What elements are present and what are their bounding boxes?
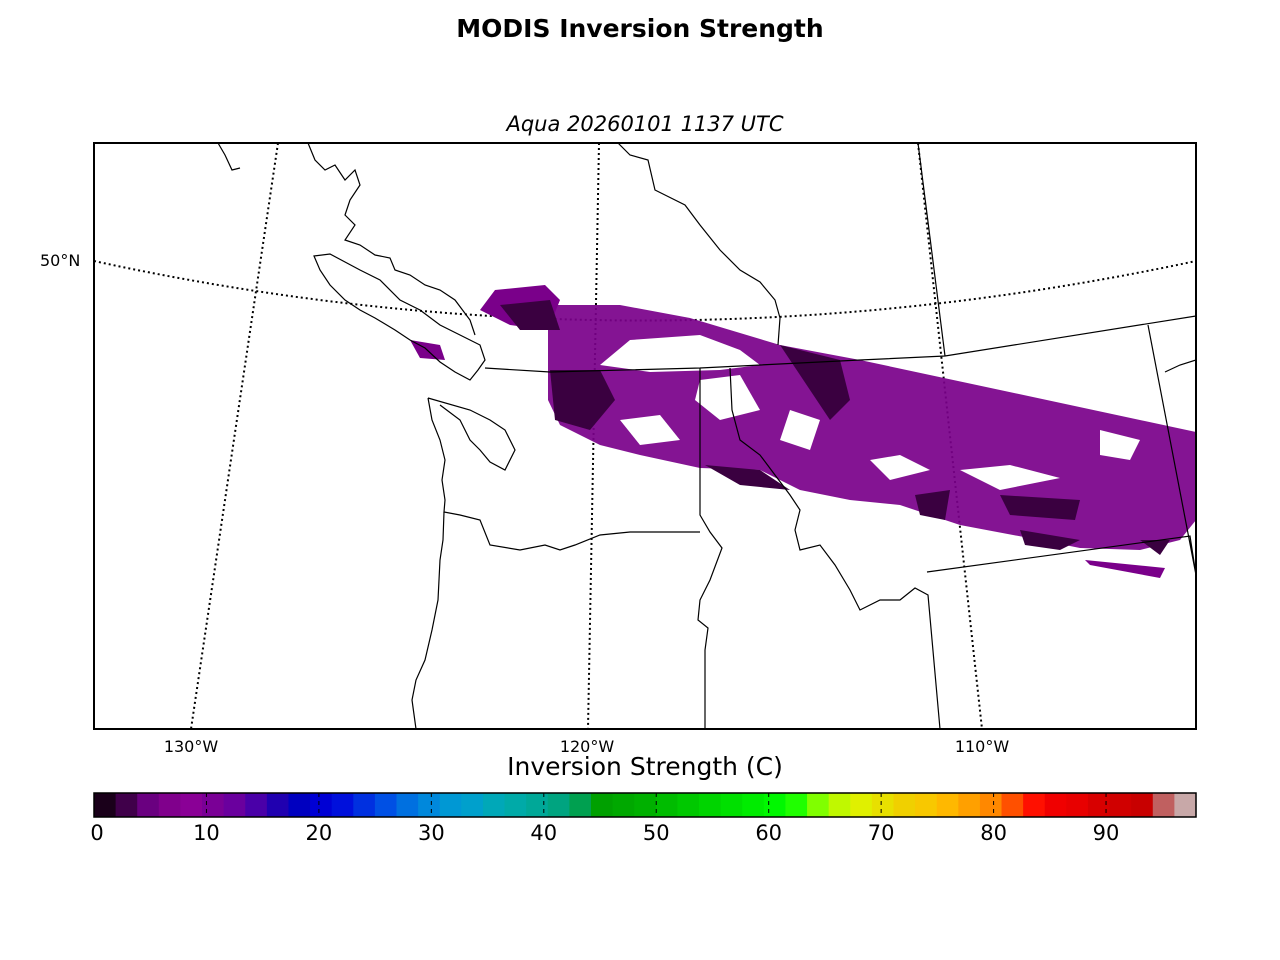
colorbar-tick-label: 10 bbox=[193, 821, 220, 845]
colorbar-swatch bbox=[461, 793, 484, 817]
inversion-data-dark-patches bbox=[500, 300, 1170, 555]
colorbar-swatch bbox=[353, 793, 376, 817]
colorbar-swatch bbox=[526, 793, 549, 817]
colorbar-swatch bbox=[569, 793, 592, 817]
lon-label-110w: 110°W bbox=[954, 737, 1010, 756]
map-title: MODIS Inversion Strength bbox=[456, 14, 824, 43]
colorbar-swatch bbox=[418, 793, 441, 817]
lon-label-120w: 120°W bbox=[559, 737, 615, 756]
swath-gaps bbox=[600, 335, 1140, 490]
colorbar-title: Inversion Strength (C) bbox=[507, 752, 783, 781]
colorbar-tick-label: 70 bbox=[867, 821, 895, 845]
colorbar-swatch bbox=[331, 793, 354, 817]
colorbar-swatch bbox=[871, 793, 895, 817]
colorbar-tick-label: 90 bbox=[1092, 821, 1120, 845]
colorbar-swatch bbox=[1152, 793, 1175, 817]
colorbar-swatch bbox=[374, 793, 398, 817]
colorbar-tick-label: 50 bbox=[642, 821, 670, 845]
colorbar-swatch bbox=[180, 793, 203, 817]
colorbar-swatch bbox=[958, 793, 981, 817]
colorbar-swatch bbox=[504, 793, 527, 817]
colorbar-swatch bbox=[310, 793, 333, 817]
colorbar-swatch bbox=[1066, 793, 1089, 817]
colorbar-swatch bbox=[94, 793, 117, 817]
colorbar-tick-label: 30 bbox=[417, 821, 445, 845]
colorbar-swatch bbox=[612, 793, 635, 817]
colorbar-swatch bbox=[763, 793, 787, 817]
colorbar-swatch bbox=[915, 793, 938, 817]
lon-label-130w: 130°W bbox=[163, 737, 219, 756]
colorbar-swatch bbox=[482, 793, 506, 817]
colorbar-swatch bbox=[1174, 793, 1197, 817]
colorbar-swatch bbox=[137, 793, 160, 817]
colorbar-swatch bbox=[288, 793, 311, 817]
colorbar-swatch bbox=[655, 793, 679, 817]
colorbar-ticks bbox=[93, 793, 1107, 817]
map-frame bbox=[93, 142, 1197, 730]
colorbar-swatch bbox=[396, 793, 419, 817]
colorbar-swatch bbox=[1131, 793, 1154, 817]
colorbar-swatch bbox=[699, 793, 722, 817]
colorbar-swatch bbox=[828, 793, 851, 817]
colorbar-swatch bbox=[1087, 793, 1111, 817]
colorbar-swatch bbox=[245, 793, 268, 817]
colorbar-tick-label: 60 bbox=[755, 821, 783, 845]
colorbar-swatch bbox=[850, 793, 873, 817]
colorbar-swatch bbox=[547, 793, 570, 817]
lat-label-50n: 50°N bbox=[40, 251, 81, 270]
meridian-130w bbox=[190, 143, 279, 729]
colorbar-swatch bbox=[936, 793, 959, 817]
map-subtitle: Aqua 20260101 1137 UTC bbox=[506, 112, 784, 136]
meridian-110w bbox=[917, 143, 983, 729]
colorbar-swatch bbox=[266, 793, 290, 817]
colorbar-swatch bbox=[785, 793, 808, 817]
colorbar-swatch bbox=[979, 793, 1003, 817]
map-content bbox=[94, 143, 1196, 729]
colorbar-tick-label: 20 bbox=[305, 821, 333, 845]
colorbar bbox=[94, 793, 1197, 817]
colorbar-swatch bbox=[223, 793, 246, 817]
colorbar-tick-label: 0 bbox=[90, 821, 104, 845]
colorbar-swatch bbox=[439, 793, 462, 817]
colorbar-tick-label: 80 bbox=[980, 821, 1007, 845]
colorbar-swatch bbox=[1023, 793, 1046, 817]
colorbar-swatch bbox=[807, 793, 830, 817]
colorbar-swatch bbox=[1109, 793, 1132, 817]
colorbar-swatch bbox=[115, 793, 138, 817]
colorbar-swatch bbox=[677, 793, 700, 817]
colorbar-swatch bbox=[893, 793, 916, 817]
colorbar-swatch bbox=[634, 793, 657, 817]
colorbar-tick-label: 40 bbox=[530, 821, 558, 845]
colorbar-swatch bbox=[1044, 793, 1067, 817]
colorbar-swatch bbox=[158, 793, 182, 817]
colorbar-swatch bbox=[742, 793, 765, 817]
colorbar-swatch bbox=[720, 793, 743, 817]
coastlines-borders bbox=[217, 143, 1196, 729]
colorbar-swatch bbox=[1001, 793, 1024, 817]
colorbar-swatch bbox=[202, 793, 225, 817]
colorbar-swatch bbox=[590, 793, 614, 817]
